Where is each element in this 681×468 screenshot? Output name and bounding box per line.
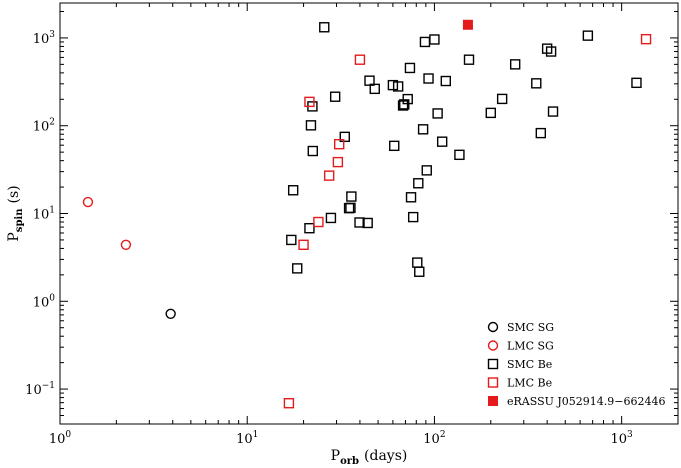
legend-label: SMC Be bbox=[507, 358, 552, 371]
legend-marker bbox=[487, 340, 499, 351]
legend-label: LMC SG bbox=[507, 340, 554, 353]
legend: SMC SG LMC SG SMC Be LMC Be eRASSU J052914.9… bbox=[487, 321, 666, 408]
data-point-smc-be bbox=[402, 93, 413, 105]
data-point-smc-be bbox=[413, 178, 424, 189]
data-point-smc-be bbox=[547, 106, 559, 117]
y-tick-label: 100 bbox=[33, 293, 56, 310]
data-point-smc-be bbox=[362, 217, 373, 229]
data-point-smc-be bbox=[345, 202, 356, 214]
data-point-smc-be bbox=[531, 78, 542, 89]
legend-marker bbox=[487, 377, 499, 388]
y-tick-label: 101 bbox=[33, 206, 55, 223]
data-point-smc-be bbox=[405, 192, 417, 203]
data-point-smc-be bbox=[509, 59, 521, 70]
data-point-smc-be bbox=[304, 223, 315, 234]
data-point-smc-be bbox=[389, 140, 400, 152]
y-tick-label: 102 bbox=[33, 118, 55, 135]
tick-labels: 100 101 102 103 10−1 100 101 102 103 bbox=[25, 30, 633, 447]
data-point-lmc-be bbox=[354, 54, 366, 65]
legend-marker bbox=[487, 358, 499, 370]
data-point-smc-be bbox=[287, 185, 299, 196]
data-point-smc-be bbox=[631, 77, 642, 89]
y-tick-label: 10−1 bbox=[25, 381, 55, 398]
data-point-smc-be bbox=[414, 266, 425, 277]
data-point-lmc-be bbox=[334, 138, 345, 150]
data-point-smc-be bbox=[364, 75, 375, 86]
y-axis-label: Pspin (s) bbox=[6, 185, 25, 241]
data-point-smc-be bbox=[319, 22, 330, 33]
x-tick-label: 102 bbox=[423, 430, 445, 447]
data-point-smc-be bbox=[463, 54, 475, 65]
data-point-smc-be bbox=[545, 46, 557, 57]
data-point-smc-be bbox=[454, 149, 465, 161]
data-point-smc-be bbox=[432, 108, 443, 119]
x-tick-label: 103 bbox=[611, 430, 634, 447]
data-point-smc-be bbox=[392, 81, 404, 92]
data-point-lmc-be bbox=[298, 239, 309, 250]
y-axis-label-main: P bbox=[6, 232, 22, 241]
data-point-lmc-be bbox=[283, 398, 295, 409]
data-point-smc-be bbox=[325, 212, 337, 224]
data-point-smc-be bbox=[440, 75, 451, 87]
y-axis-label-unit: (s) bbox=[6, 185, 22, 203]
data-point-erassu-j052914-9-662446 bbox=[462, 19, 473, 30]
data-point-lmc-sg bbox=[82, 196, 94, 208]
data-point-smc-be bbox=[292, 263, 303, 274]
data-point-smc-be bbox=[429, 34, 440, 45]
data-point-smc-be bbox=[369, 83, 380, 95]
data-point-smc-be bbox=[436, 136, 448, 147]
data-point-smc-be bbox=[329, 91, 341, 102]
data-point-lmc-be bbox=[323, 170, 335, 181]
data-point-smc-be bbox=[404, 62, 416, 74]
data-point-lmc-be bbox=[332, 156, 344, 168]
data-point-smc-be bbox=[354, 217, 365, 228]
data-point-smc-be bbox=[286, 234, 297, 246]
data-point-smc-sg bbox=[165, 308, 176, 320]
legend-marker bbox=[488, 396, 498, 406]
data-point-smc-be bbox=[307, 145, 318, 157]
data-point-smc-be bbox=[421, 165, 432, 176]
data-point-lmc-sg bbox=[120, 239, 132, 250]
data-point-smc-be bbox=[346, 191, 357, 202]
x-axis-label-main: P bbox=[331, 448, 340, 464]
data-point-smc-be bbox=[399, 99, 410, 110]
data-point-smc-be bbox=[582, 30, 594, 41]
legend-label: LMC Be bbox=[507, 377, 552, 390]
data-point-lmc-be bbox=[313, 216, 324, 228]
x-tick-label: 101 bbox=[236, 430, 258, 447]
data-point-smc-be bbox=[339, 131, 350, 143]
data-point-lmc-be bbox=[304, 96, 315, 108]
legend-marker bbox=[487, 321, 499, 333]
x-axis-label: Porb (days) bbox=[331, 448, 408, 467]
data-point-smc-be bbox=[423, 73, 434, 84]
data-point-smc-be bbox=[305, 120, 317, 131]
data-point-smc-be bbox=[407, 211, 419, 223]
x-axis-label-sub: orb bbox=[340, 456, 359, 467]
x-tick-label: 100 bbox=[49, 430, 72, 447]
data-point-lmc-be bbox=[640, 33, 652, 45]
legend-label: SMC SG bbox=[507, 321, 554, 334]
legend-label: eRASSU J052914.9−662446 bbox=[507, 395, 666, 408]
y-axis-label-sub: spin bbox=[14, 208, 25, 232]
data-point-smc-be bbox=[387, 79, 399, 91]
data-point-smc-be bbox=[496, 93, 508, 105]
y-tick-label: 103 bbox=[33, 30, 56, 47]
axis-ticks bbox=[59, 3, 679, 425]
data-point-smc-be bbox=[485, 107, 496, 119]
x-axis-label-unit: (days) bbox=[364, 448, 407, 464]
data-markers bbox=[82, 19, 652, 409]
data-point-smc-be bbox=[535, 127, 547, 139]
data-point-smc-be bbox=[417, 124, 429, 135]
